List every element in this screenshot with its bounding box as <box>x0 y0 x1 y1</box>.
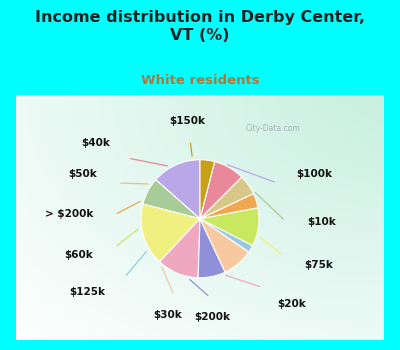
Text: $200k: $200k <box>194 312 230 322</box>
Text: $30k: $30k <box>153 310 182 320</box>
Text: Income distribution in Derby Center,
VT (%): Income distribution in Derby Center, VT … <box>35 10 365 43</box>
Text: $75k: $75k <box>304 260 333 270</box>
Text: $10k: $10k <box>307 217 336 227</box>
Wedge shape <box>200 160 215 219</box>
Wedge shape <box>200 208 259 246</box>
Text: > $200k: > $200k <box>45 209 93 219</box>
Text: White residents: White residents <box>141 74 259 87</box>
Bar <box>8 94 16 343</box>
Text: $60k: $60k <box>64 250 93 260</box>
Wedge shape <box>200 194 258 219</box>
Bar <box>8 340 392 343</box>
Text: $150k: $150k <box>170 116 206 126</box>
Text: $40k: $40k <box>81 138 110 148</box>
Wedge shape <box>141 204 200 262</box>
Text: $100k: $100k <box>296 169 332 179</box>
Wedge shape <box>200 219 252 252</box>
Wedge shape <box>198 219 225 278</box>
Text: $125k: $125k <box>70 287 106 297</box>
Text: $20k: $20k <box>278 300 306 309</box>
Text: $50k: $50k <box>69 169 98 179</box>
Wedge shape <box>156 160 200 219</box>
Wedge shape <box>160 219 200 278</box>
Wedge shape <box>143 180 200 219</box>
Wedge shape <box>200 162 242 219</box>
Wedge shape <box>200 219 249 272</box>
Wedge shape <box>200 177 254 219</box>
Bar <box>384 94 392 343</box>
Text: City-Data.com: City-Data.com <box>246 124 301 133</box>
